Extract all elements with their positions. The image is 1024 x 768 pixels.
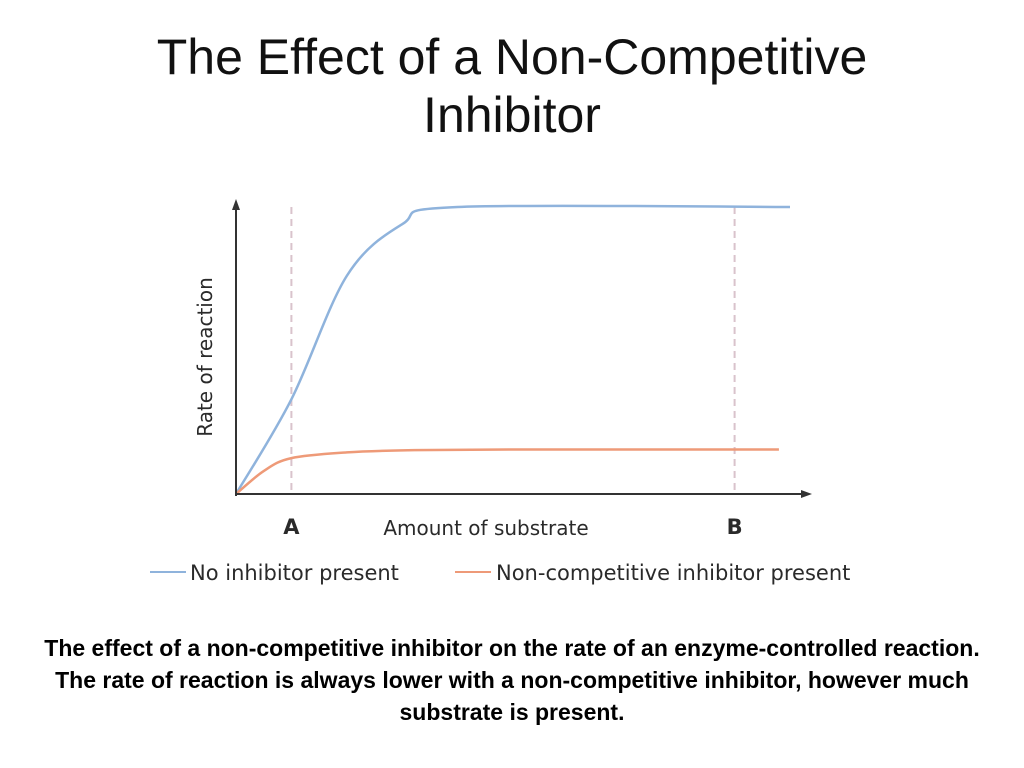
chart-layer: A B Amount of substrate Rate of reaction No …	[150, 199, 850, 585]
x-tick-label-a: A	[283, 515, 300, 539]
legend-label-1: No inhibitor present	[190, 561, 399, 585]
title-line-1: The Effect of a Non-Competitive	[156, 29, 868, 85]
y-axis-arrow	[232, 199, 240, 210]
slide-caption: The effect of a non-competitive inhibito…	[44, 635, 980, 725]
series-line-2	[235, 448, 779, 495]
x-tick-label-b: B	[727, 515, 743, 539]
x-axis-arrow	[801, 490, 812, 498]
legend-label-2: Non-competitive inhibitor present	[496, 561, 850, 585]
x-axis-label: Amount of substrate	[383, 516, 588, 540]
title-line-2: Inhibitor	[423, 87, 601, 143]
series-line-1	[234, 204, 791, 495]
slide-title: The Effect of a Non-Competitive Inhibito…	[0, 28, 1024, 144]
y-axis-label: Rate of reaction	[193, 277, 217, 437]
